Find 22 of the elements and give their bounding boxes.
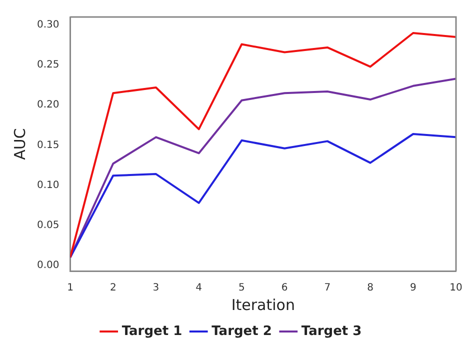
y-tick-label: 0.10	[37, 180, 60, 191]
x-tick-label: 1	[67, 282, 74, 294]
y-axis-title: AUC	[10, 128, 29, 160]
y-tick-label: 0.15	[37, 140, 60, 151]
x-tick-label: 4	[196, 282, 202, 294]
y-tick-label: 0.30	[37, 20, 60, 31]
x-tick-label: 6	[281, 282, 288, 294]
x-tick-label: 7	[324, 282, 331, 294]
y-tick-label: 0.25	[37, 60, 60, 71]
legend-label: Target 1	[122, 324, 182, 339]
x-axis-title: Iteration	[231, 296, 295, 314]
legend-label: Target 3	[301, 324, 362, 339]
y-tick-label: 0.05	[37, 220, 60, 231]
y-tick-label: 0.20	[37, 100, 60, 111]
y-tick-label: 0.00	[37, 260, 60, 271]
x-tick-label: 2	[110, 282, 116, 294]
x-tick-label: 5	[238, 282, 245, 294]
x-tick-label: 8	[367, 282, 374, 294]
x-tick-label: 9	[410, 282, 416, 294]
x-tick-label: 3	[152, 282, 160, 294]
legend-label: Target 2	[212, 324, 272, 339]
x-tick-label: 10	[450, 282, 462, 294]
